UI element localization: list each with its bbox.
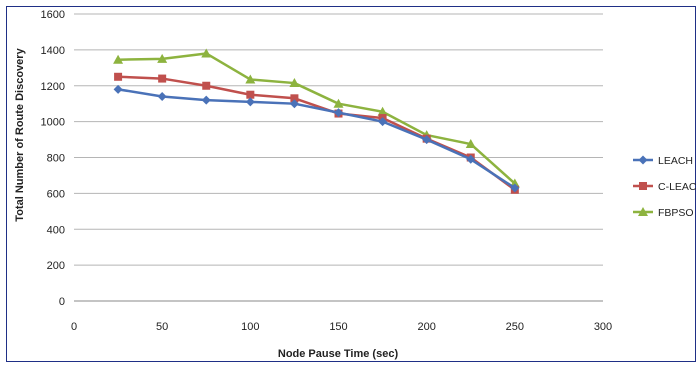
- data-point-fbpso: [201, 48, 212, 58]
- data-point-c-leach: [202, 81, 211, 90]
- legend: LEACH C-LEACH FBPSO: [633, 155, 699, 219]
- data-point-leach: [510, 183, 520, 193]
- data-point-leach: [334, 108, 343, 118]
- series-lines: [113, 48, 520, 194]
- axes: 0 200 400 600 800 1000 1200 1400 1600 0 50 100 150 20…: [41, 9, 613, 333]
- data-point-c-leach: [290, 94, 299, 103]
- data-point-fbpso: [333, 98, 344, 108]
- y-axis-title: Total Number of Route Discovery: [14, 47, 26, 221]
- data-point-leach: [113, 84, 123, 94]
- x-tick-label: 250: [506, 321, 524, 333]
- chart-frame: [6, 6, 696, 362]
- y-tick-label: 1600: [41, 9, 65, 21]
- x-axis-title: Node Pause Time (sec): [278, 348, 399, 360]
- y-tick-label: 1400: [41, 45, 65, 57]
- y-tick-label: 1000: [41, 117, 65, 129]
- x-tick-label: 200: [417, 321, 435, 333]
- y-tick-label: 800: [47, 153, 65, 165]
- legend-label-fbpso: FBPSO: [658, 207, 694, 219]
- series-line-leach: [117, 88, 516, 190]
- x-tick-label: 0: [71, 321, 77, 333]
- data-point-fbpso: [377, 106, 388, 116]
- data-point-fbpso: [465, 139, 476, 149]
- data-point-fbpso: [245, 74, 256, 84]
- grid-lines: [74, 13, 603, 266]
- data-point-leach: [466, 154, 476, 164]
- legend-label-c-leach: C-LEACH: [658, 181, 699, 193]
- x-tick-label: 300: [594, 321, 612, 333]
- y-tick-label: 600: [47, 188, 65, 200]
- y-tick-label: 0: [59, 296, 65, 308]
- data-point-leach: [201, 95, 211, 105]
- data-point-leach: [378, 117, 388, 127]
- x-tick-label: 150: [329, 321, 347, 333]
- legend-marker-leach: [638, 155, 648, 165]
- data-point-fbpso: [289, 78, 300, 88]
- data-point-fbpso: [113, 54, 124, 64]
- y-tick-label: 1200: [41, 81, 65, 93]
- data-point-leach: [157, 92, 167, 102]
- data-point-c-leach: [158, 74, 167, 83]
- data-point-leach: [245, 97, 255, 107]
- series-line-fbpso: [118, 52, 516, 185]
- x-tick-label: 50: [156, 321, 168, 333]
- x-tick-label: 100: [241, 321, 259, 333]
- data-point-leach: [422, 135, 432, 145]
- data-point-c-leach: [114, 72, 123, 81]
- legend-marker-fbpso: [638, 207, 648, 216]
- data-point-c-leach: [246, 90, 255, 99]
- data-point-leach: [289, 99, 299, 109]
- data-point-fbpso: [157, 53, 168, 63]
- y-tick-label: 200: [47, 260, 65, 272]
- y-tick-label: 400: [47, 224, 65, 236]
- legend-label-leach: LEACH: [658, 155, 693, 167]
- legend-marker-c-leach: [639, 182, 647, 190]
